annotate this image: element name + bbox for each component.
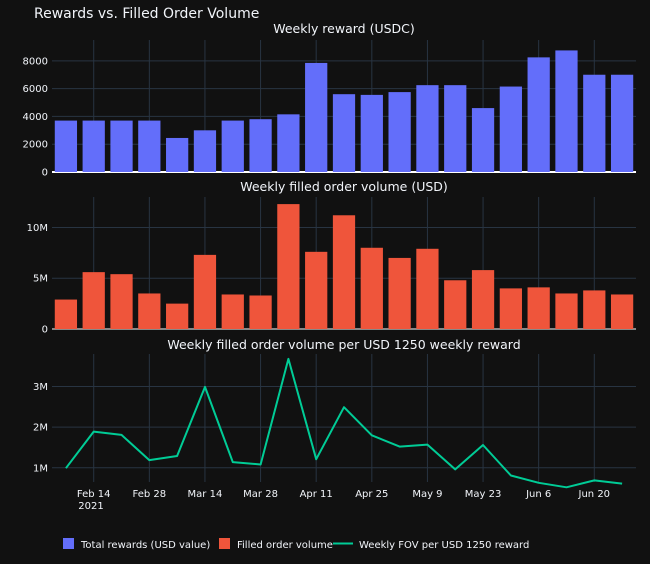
rewards-bar [527, 57, 550, 172]
x-axis-year-label: 2021 [78, 501, 103, 512]
x-axis-ticks: Feb 14 Feb 28 Mar 14 Mar 28 Apr 11 Apr 25 May … [77, 489, 610, 500]
volume-bar [110, 274, 133, 329]
fov-y-tick-label: 1M [33, 463, 48, 474]
legend-swatch-volume [219, 538, 230, 549]
rewards-y-tick-label: 2000 [23, 140, 48, 151]
rewards-bar [360, 94, 383, 172]
volume-bar [166, 303, 189, 329]
x-tick-label: Apr 25 [355, 489, 388, 500]
volume-bar [527, 287, 550, 329]
rewards-bar [499, 86, 522, 172]
volume-bar [277, 204, 300, 329]
rewards-y-tick-label: 0 [42, 168, 48, 179]
rewards-bar [388, 92, 411, 172]
volume-bar [499, 288, 522, 329]
rewards-bar [166, 137, 189, 172]
volume-bars [54, 204, 634, 329]
legend-label-rewards: Total rewards (USD value) [80, 540, 210, 551]
figure-title: Rewards vs. Filled Order Volume [34, 6, 259, 22]
fov-y-tick-label: 3M [33, 382, 48, 393]
volume-bar [416, 248, 439, 329]
rewards-y-tick-label: 4000 [23, 112, 48, 123]
rewards-y-tick-label: 6000 [23, 84, 48, 95]
rewards-panel: Weekly reward (USDC) 0 2000 4000 6000 8000 [23, 21, 636, 179]
rewards-bar [583, 74, 606, 172]
rewards-y-tick-label: 8000 [23, 56, 48, 67]
legend-label-fov: Weekly FOV per USD 1250 reward [359, 540, 529, 551]
fov-line [65, 357, 623, 489]
rewards-bar [193, 130, 217, 172]
volume-bar [221, 294, 244, 329]
fov-line-group [65, 357, 623, 489]
volume-y-tick-label: 0 [42, 325, 48, 336]
fov-y-ticks: 1M 2M 3M [33, 382, 48, 474]
rewards-bar [332, 94, 356, 172]
volume-y-tick-label: 5M [33, 274, 48, 285]
rewards-bar [471, 108, 495, 172]
legend-item-volume[interactable]: Filled order volume [219, 538, 333, 551]
legend-swatch-rewards [63, 538, 74, 549]
rewards-bars [54, 50, 634, 172]
legend-label-volume: Filled order volume [237, 540, 333, 551]
rewards-panel-title: Weekly reward (USDC) [273, 21, 415, 36]
x-tick-label: Mar 14 [188, 489, 223, 500]
x-tick-label: Jun 6 [525, 489, 551, 500]
volume-bar [193, 254, 217, 329]
rewards-bar [138, 120, 161, 172]
volume-bar [360, 247, 383, 329]
x-tick-label: Feb 14 [77, 489, 111, 500]
volume-bar [444, 280, 467, 329]
rewards-y-ticks: 0 2000 4000 6000 8000 [23, 56, 48, 178]
volume-bar [388, 257, 411, 329]
volume-bar [82, 272, 105, 329]
volume-y-tick-label: 10M [27, 223, 48, 234]
x-tick-label: Mar 28 [243, 489, 278, 500]
rewards-bar [416, 85, 439, 172]
rewards-bar [555, 50, 578, 172]
volume-bar [583, 290, 606, 329]
rewards-bar [444, 85, 467, 172]
x-tick-label: Apr 11 [300, 489, 333, 500]
rewards-bar [610, 74, 634, 172]
x-tick-label: May 9 [412, 489, 442, 500]
volume-bar [138, 293, 161, 329]
volume-panel-title: Weekly filled order volume (USD) [240, 179, 448, 194]
fov-grid [52, 354, 636, 482]
volume-bar [471, 270, 495, 329]
x-tick-label: May 23 [465, 489, 502, 500]
x-tick-label: Feb 28 [133, 489, 167, 500]
volume-bar [305, 251, 328, 329]
rewards-bar [110, 120, 133, 172]
volume-panel: Weekly filled order volume (USD) 0 5M 10M [27, 179, 636, 336]
volume-bar [249, 295, 272, 329]
fov-panel-title: Weekly filled order volume per USD 1250 … [167, 337, 520, 352]
rewards-bar [249, 119, 272, 172]
rewards-bar [82, 120, 105, 172]
rewards-bar [305, 62, 328, 172]
volume-bar [555, 293, 578, 329]
fov-y-tick-label: 2M [33, 423, 48, 434]
legend-item-rewards[interactable]: Total rewards (USD value) [63, 538, 210, 551]
rewards-bar [54, 120, 78, 172]
rewards-bar [221, 120, 244, 172]
volume-bar [610, 294, 634, 329]
fov-panel: Weekly filled order volume per USD 1250 … [33, 337, 636, 512]
legend-item-fov[interactable]: Weekly FOV per USD 1250 reward [333, 540, 529, 551]
volume-y-ticks: 0 5M 10M [27, 223, 48, 336]
rewards-bar [277, 114, 300, 172]
legend: Total rewards (USD value) Filled order v… [63, 538, 529, 551]
volume-bar [54, 299, 78, 329]
x-tick-label: Jun 20 [578, 489, 611, 500]
volume-bar [332, 215, 356, 329]
